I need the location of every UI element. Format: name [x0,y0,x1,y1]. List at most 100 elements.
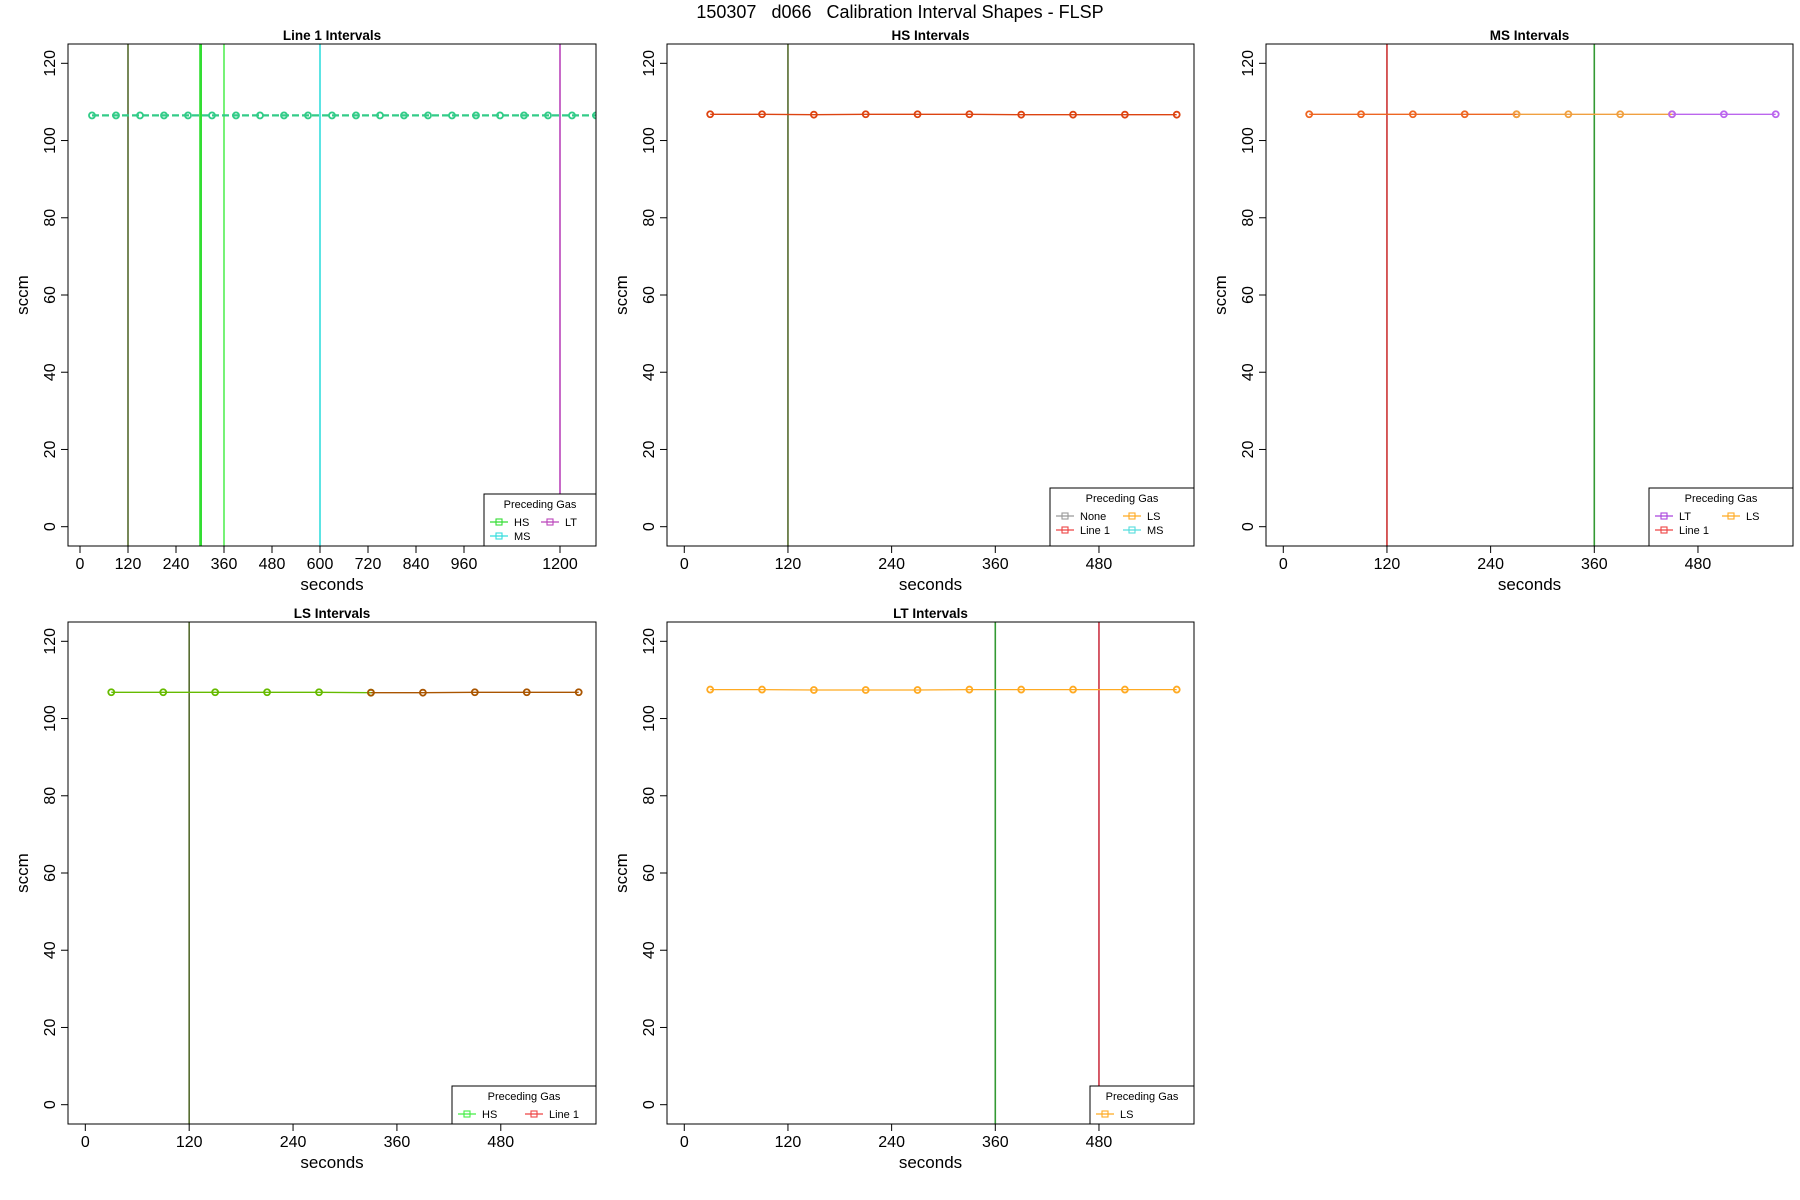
panel-title: Line 1 Intervals [283,28,381,43]
y-tick-label: 100 [42,705,59,732]
y-tick-label: 60 [42,286,59,304]
legend-swatch-marker [1101,1110,1109,1118]
legend: Preceding Gas LT LS Line 1 [1648,487,1794,547]
legend-swatch-marker [1660,512,1668,520]
panel-title: LS Intervals [294,606,371,621]
y-tick-label: 60 [42,864,59,882]
x-tick-label: 0 [1279,556,1288,573]
data-point [758,110,766,119]
data-point [470,688,479,697]
y-axis-label: sccm [612,853,631,893]
data-point [1564,110,1573,119]
data-point [184,111,192,120]
y-tick-label: 0 [42,1100,59,1109]
x-axis-label: seconds [899,575,962,594]
data-point [809,686,818,694]
data-point [1120,685,1129,694]
y-tick-label: 120 [42,50,59,77]
plot-area [706,44,1181,546]
legend-label: LT [1679,511,1691,523]
legend-swatch-marker [530,1110,538,1118]
panel-2: HS Intervals 0 120 240 360 480 0 20 40 60 80 100 120… [612,28,1195,594]
legend-label: Line 1 [1080,525,1110,537]
data-point [107,688,116,697]
data-point [211,688,220,697]
data-point [424,111,432,120]
x-tick-label: 120 [775,1134,802,1151]
data-point [1120,110,1129,119]
legend-swatch-marker [463,1110,471,1118]
plot-area [88,44,596,546]
panel-3: MS Intervals 0 120 240 360 480 0 20 40 60 80 100 120… [1211,28,1794,594]
legend-swatch-marker [1128,526,1136,534]
y-axis-label: sccm [13,275,32,315]
data-point [1408,110,1417,119]
legend-title: Preceding Gas [488,1091,561,1103]
x-tick-label: 600 [307,556,334,573]
legend: Preceding Gas None LS Line 1 MS [1049,487,1195,547]
y-tick-label: 60 [641,864,658,882]
y-tick-label: 80 [42,209,59,227]
data-point [706,685,715,694]
data-point [304,111,312,120]
y-tick-label: 120 [42,628,59,655]
x-tick-label: 120 [775,556,802,573]
x-tick-label: 0 [680,556,689,573]
y-tick-label: 80 [1240,209,1257,227]
data-point [1668,110,1676,119]
y-tick-label: 20 [1240,440,1257,458]
legend-title: Preceding Gas [1086,493,1159,505]
y-tick-label: 0 [641,1100,658,1109]
data-point [136,111,144,120]
y-tick-label: 120 [641,628,658,655]
y-tick-label: 20 [641,1018,658,1036]
y-tick-label: 20 [641,440,658,458]
data-point [1460,110,1469,119]
plot-frame [67,621,597,1125]
data-point [448,111,456,120]
legend-box [483,493,597,547]
legend-label: MS [514,531,531,543]
data-point [1616,110,1625,119]
data-point [1771,110,1780,119]
plot-area [1305,44,1780,546]
x-axis-label: seconds [300,575,363,594]
x-axis-label: seconds [1498,575,1561,594]
data-point [522,688,531,697]
legend-box [451,1085,597,1125]
data-point [913,686,922,694]
data-point [400,111,408,120]
x-tick-label: 480 [487,1134,514,1151]
data-point [376,111,384,120]
x-tick-label: 480 [1086,556,1113,573]
x-axis-label: seconds [300,1153,363,1172]
legend-label: LS [1147,511,1160,523]
data-point [574,688,583,697]
x-tick-label: 840 [403,556,430,573]
plot-area [107,622,583,1124]
plot-area [706,622,1181,1124]
x-tick-label: 1200 [542,556,578,573]
x-tick-label: 480 [1086,1134,1113,1151]
y-axis-label: sccm [612,275,631,315]
y-tick-label: 120 [641,50,658,77]
data-point [965,685,974,694]
legend-title: Preceding Gas [504,499,577,511]
plot-frame [666,43,1195,547]
x-tick-label: 360 [982,1134,1009,1151]
x-tick-label: 960 [451,556,478,573]
x-tick-label: 120 [115,556,142,573]
x-tick-label: 0 [81,1134,90,1151]
data-point [861,110,870,119]
legend-label: MS [1147,525,1164,537]
y-tick-label: 60 [641,286,658,304]
data-point [88,111,96,120]
x-tick-label: 240 [163,556,190,573]
y-tick-label: 0 [641,522,658,531]
x-tick-label: 120 [1374,556,1401,573]
data-point [367,688,375,697]
x-tick-label: 240 [280,1134,307,1151]
data-point [232,111,240,120]
x-tick-label: 360 [1581,556,1608,573]
y-tick-label: 80 [42,787,59,805]
